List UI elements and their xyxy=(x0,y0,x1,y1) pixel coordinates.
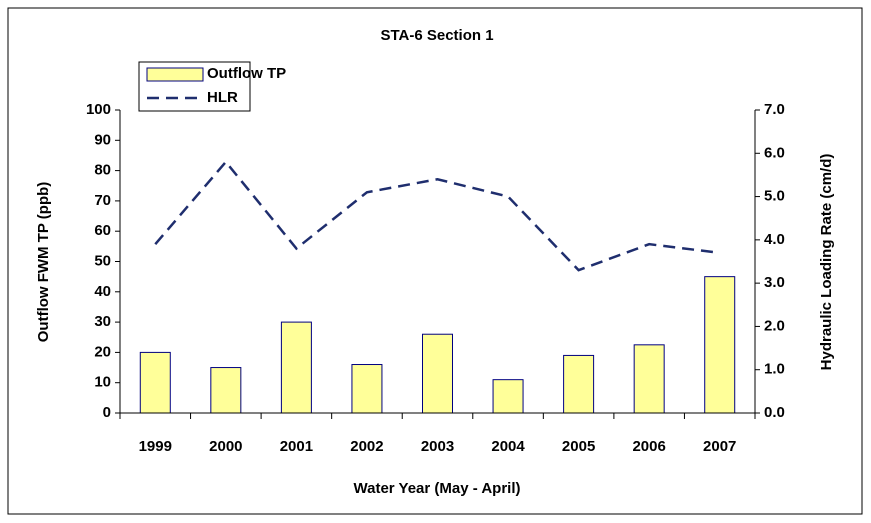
y2-tick-label: 1.0 xyxy=(764,361,785,378)
y-tick-label: 60 xyxy=(94,222,111,239)
y2-tick-label: 7.0 xyxy=(764,101,785,118)
y-tick-label: 0 xyxy=(103,404,111,421)
x-tick-label: 2004 xyxy=(491,438,525,455)
bar xyxy=(563,354,595,414)
legend-swatch xyxy=(146,67,204,82)
y2-tick-label: 6.0 xyxy=(764,144,785,161)
bar xyxy=(210,367,242,414)
y2-tick-label: 0.0 xyxy=(764,404,785,421)
chart-title: STA-6 Section 1 xyxy=(380,27,493,44)
x-tick-label: 2007 xyxy=(703,438,736,455)
y2-tick-label: 5.0 xyxy=(764,188,785,205)
x-tick-label: 1999 xyxy=(139,438,172,455)
line xyxy=(154,159,720,272)
y-axis-title: Outflow FWM TP (ppb) xyxy=(35,182,52,343)
x-tick-label: 2001 xyxy=(280,438,313,455)
bar xyxy=(351,364,383,414)
y-tick-label: 10 xyxy=(94,374,111,391)
x-axis-title: Water Year (May - April) xyxy=(354,480,521,497)
bar xyxy=(139,351,171,414)
bar xyxy=(704,276,736,414)
legend-label: HLR xyxy=(207,89,238,106)
y2-tick-label: 3.0 xyxy=(764,274,785,291)
y2-tick-label: 4.0 xyxy=(764,231,785,248)
y-tick-label: 20 xyxy=(94,343,111,360)
y2-axis-title-text: Hydraulic Loading Rate (cm/d) xyxy=(818,154,835,371)
x-tick-label: 2006 xyxy=(632,438,665,455)
y-tick-label: 40 xyxy=(94,283,111,300)
bar xyxy=(422,333,453,414)
y-tick-label: 100 xyxy=(86,101,111,118)
y-tick-label: 80 xyxy=(94,162,111,179)
x-tick-label: 2002 xyxy=(350,438,383,455)
y-tick-label: 30 xyxy=(94,313,111,330)
y-tick-label: 50 xyxy=(94,252,111,269)
y2-tick-label: 2.0 xyxy=(764,317,785,334)
bar xyxy=(492,379,524,414)
x-tick-label: 2000 xyxy=(209,438,242,455)
y-tick-label: 70 xyxy=(94,192,111,209)
y-tick-label: 90 xyxy=(94,131,111,148)
bar xyxy=(280,321,312,414)
bar xyxy=(633,344,665,414)
legend-label: Outflow TP xyxy=(207,65,286,82)
x-tick-label: 2005 xyxy=(562,438,595,455)
x-tick-label: 2003 xyxy=(421,438,454,455)
y2-axis-title: Hydraulic Loading Rate (cm/d) xyxy=(818,154,835,371)
